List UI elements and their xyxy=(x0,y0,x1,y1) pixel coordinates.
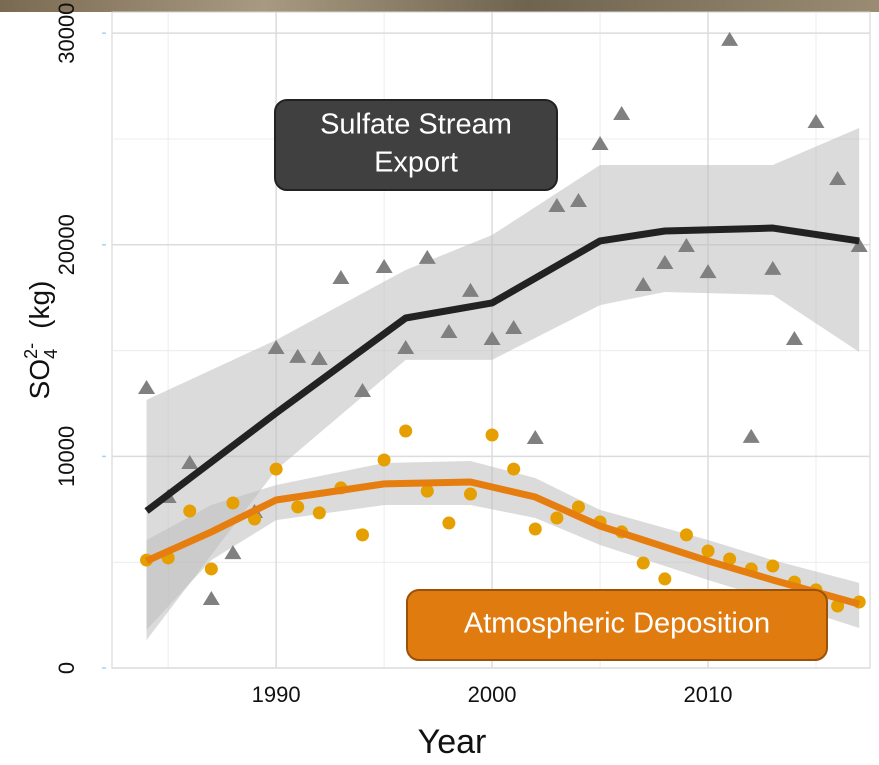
circle-point xyxy=(183,504,197,518)
triangle-point xyxy=(699,264,717,279)
y-axis-title: SO42- (kg) xyxy=(21,281,61,400)
triangle-point xyxy=(310,351,328,366)
circle-point xyxy=(636,556,650,570)
annotation-box xyxy=(274,99,558,191)
circle-point xyxy=(679,528,693,542)
annotation-box xyxy=(406,589,828,661)
circle-point xyxy=(269,462,283,476)
y-tick-label: 10000 xyxy=(54,426,79,487)
y-label-superscript: 2- xyxy=(21,343,41,359)
triangle-point xyxy=(505,319,523,334)
triangle-point xyxy=(267,340,285,355)
triangle-point xyxy=(418,249,436,264)
triangle-point xyxy=(289,348,307,363)
triangle-point xyxy=(829,170,847,185)
confidence-band xyxy=(146,461,860,630)
circle-point xyxy=(550,511,564,525)
x-axis-title: Year xyxy=(418,723,487,760)
x-tick-label: 2010 xyxy=(684,682,733,707)
circle-point xyxy=(312,506,326,520)
confidence-band xyxy=(146,127,860,641)
triangle-point xyxy=(613,105,631,120)
triangle-point xyxy=(656,254,674,269)
circle-point xyxy=(226,496,240,510)
triangle-point xyxy=(721,31,739,46)
y-tick-label: 30000 xyxy=(54,3,79,64)
triangle-point xyxy=(138,380,156,395)
fit-line xyxy=(144,224,860,514)
circle-point xyxy=(507,462,521,476)
triangle-point xyxy=(634,276,652,291)
annotation-text: Atmospheric Deposition xyxy=(464,608,770,640)
y-tick-label: 0 xyxy=(54,662,79,674)
triangle-point xyxy=(764,260,782,275)
annotation-text: Export xyxy=(374,147,458,179)
circle-point xyxy=(356,528,370,542)
triangle-point xyxy=(354,382,372,397)
triangle-point xyxy=(224,545,242,560)
triangle-point xyxy=(677,238,695,253)
circle-point xyxy=(420,484,434,498)
circle-point xyxy=(463,487,477,501)
triangle-point xyxy=(850,238,868,253)
triangle-point xyxy=(569,192,587,207)
triangle-point xyxy=(526,429,544,444)
triangle-point xyxy=(202,591,220,606)
triangle-point xyxy=(807,114,825,129)
circle-point xyxy=(485,428,499,442)
y-label-subscript: 4 xyxy=(41,349,61,359)
triangle-point xyxy=(461,282,479,297)
circle-point xyxy=(571,500,585,514)
circle-point xyxy=(399,424,413,438)
circle-point xyxy=(204,562,218,576)
annotation-text: Sulfate Stream xyxy=(320,109,512,141)
triangle-point xyxy=(548,198,566,213)
x-tick-label: 1990 xyxy=(252,682,301,707)
triangle-point xyxy=(181,454,199,469)
fit-line xyxy=(145,478,861,608)
circle-point xyxy=(831,599,845,613)
circle-point xyxy=(723,552,737,566)
triangle-point xyxy=(591,136,609,151)
triangle-point xyxy=(375,258,393,273)
circle-point xyxy=(766,559,780,573)
circle-point xyxy=(291,500,305,514)
circle-point xyxy=(658,572,672,586)
x-tick-label: 2000 xyxy=(468,682,517,707)
y-label-base: SO xyxy=(24,359,55,399)
triangle-point xyxy=(785,330,803,345)
plot-layer xyxy=(138,31,868,641)
triangle-point xyxy=(483,330,501,345)
y-label-unit: (kg) xyxy=(24,281,55,329)
triangle-point xyxy=(742,428,760,443)
triangle-point xyxy=(397,340,415,355)
triangle-point xyxy=(440,323,458,338)
y-tick-label: 20000 xyxy=(54,214,79,275)
circle-point xyxy=(528,522,542,536)
circle-point xyxy=(377,453,391,467)
circle-point xyxy=(701,544,715,558)
background-photo-strip xyxy=(0,0,879,12)
circle-point xyxy=(442,516,456,530)
triangle-point xyxy=(332,269,350,284)
